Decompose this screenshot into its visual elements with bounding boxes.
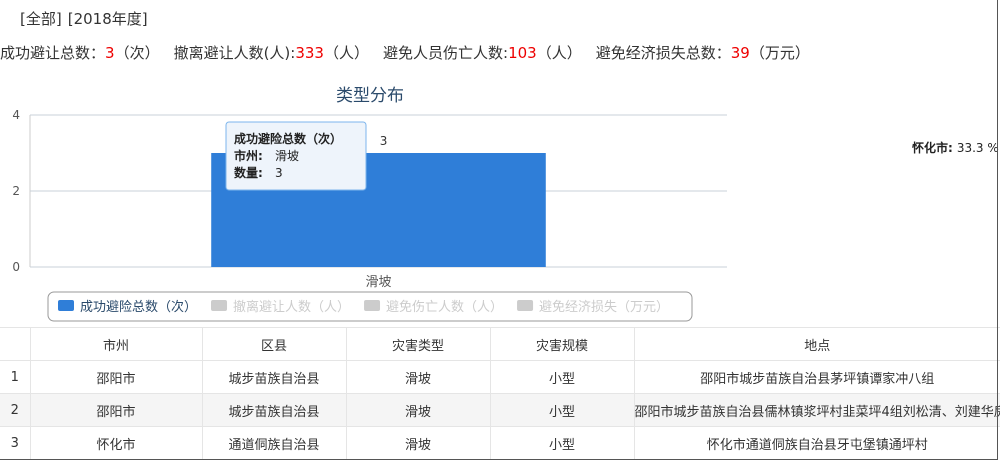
- tooltip: [225, 121, 367, 191]
- pie-label-value: 33.3 %: [957, 141, 999, 155]
- table: 市州 区县 灾害类型 灾害规模 地点 1 邵阳市 城步苗族自治县 滑坡 小型 邵阳市城步苗族自治县茅…: [0, 327, 1000, 459]
- column-header: 市州: [29, 327, 202, 361]
- index-header: [0, 327, 30, 361]
- filter[interactable]: [2018年度]: [67, 10, 148, 28]
- y-tick-label: 0: [12, 260, 20, 274]
- summary-value: 3: [105, 44, 115, 62]
- summary: 成功避让总数：3（次） 撤离避让人数(人):333（人） 避免人员伤亡人数:103（…: [0, 42, 824, 63]
- cell: 小型: [489, 426, 634, 459]
- summary-value: 39: [730, 44, 750, 62]
- cell: 怀化市通道侗族自治县牙屯堡镇通坪村: [633, 426, 1000, 459]
- cell: 滑坡: [345, 426, 490, 459]
- cell: 城步苗族自治县: [201, 360, 346, 394]
- column-header: 地点: [633, 327, 1000, 361]
- summary-label: 避免经济损失总数：: [595, 44, 731, 62]
- row-index: 3: [0, 426, 30, 459]
- summary-unit: （万元）: [749, 44, 810, 62]
- cell: 小型: [489, 360, 634, 394]
- legend-swatch: [58, 300, 74, 311]
- legend-entry[interactable]: 撤离避让人数（人）: [233, 299, 350, 315]
- cell: 滑坡: [345, 393, 490, 427]
- summary-unit: （次）: [114, 44, 160, 62]
- summary-unit: （人）: [323, 44, 369, 62]
- row-index: 2: [0, 393, 30, 427]
- legend-entry[interactable]: 避免伤亡人数（人）: [386, 300, 503, 315]
- summary-label: 撤离避让人数(人):: [173, 44, 296, 62]
- cell: 邵阳市: [29, 360, 202, 394]
- summary-value: 103: [508, 44, 537, 62]
- legend: [47, 291, 693, 322]
- tooltip-key: 数量:: [234, 165, 263, 180]
- x-tick-label: 滑坡: [365, 275, 391, 290]
- legend-entry[interactable]: 成功避险总数（次）: [80, 299, 197, 315]
- y-tick-label: 2: [12, 184, 20, 198]
- summary-label: 成功避让总数：: [0, 44, 106, 62]
- summary-label: 避免人员伤亡人数:: [383, 44, 509, 62]
- cell: 滑坡: [345, 360, 490, 394]
- column-header: 灾害规模: [489, 327, 634, 361]
- pie-label-name: 怀化市:: [912, 140, 953, 155]
- legend-entry[interactable]: 避免经济损失（万元）: [539, 300, 669, 315]
- legend-swatch: [211, 300, 228, 311]
- column-header: 区县: [201, 327, 346, 361]
- tooltip-key: 市州:: [234, 148, 263, 163]
- cell: 小型: [489, 393, 634, 427]
- column-header: 灾害类型: [345, 327, 490, 361]
- cell: 邵阳市城步苗族自治县儒林镇浆坪村韭菜坪4组刘松清、刘建华房: [633, 393, 1000, 427]
- table-row: 3 怀化市 通道侗族自治县 滑坡 小型 怀化市通道侗族自治县牙屯堡镇通坪村: [0, 426, 1000, 459]
- chart-title: 类型分布: [336, 86, 404, 106]
- cell: 邵阳市城步苗族自治县茅坪镇谭家冲八组: [633, 360, 1000, 394]
- cell: 通道侗族自治县: [201, 426, 346, 459]
- cell: 邵阳市: [29, 393, 202, 427]
- tooltip-category: 滑坡: [275, 149, 299, 163]
- summary-unit: （人）: [536, 44, 582, 62]
- data-label: 3: [380, 134, 388, 148]
- table-row: 1 邵阳市 城步苗族自治县 滑坡 小型 邵阳市城步苗族自治县茅坪镇谭家冲八组: [0, 360, 1000, 394]
- pie-label: 怀化市: 33.3 %: [912, 140, 999, 155]
- table-row: 2 邵阳市 城步苗族自治县 滑坡 小型 邵阳市城步苗族自治县儒林镇浆坪村韭菜坪4组刘松清、…: [0, 393, 1000, 427]
- summary-value: 333: [295, 44, 324, 62]
- filters: [全部] [2018年度]: [20, 8, 154, 29]
- tooltip-title: 成功避险总数（次）: [234, 131, 342, 146]
- tooltip-value: 3: [275, 166, 283, 180]
- filter[interactable]: [全部]: [20, 10, 62, 28]
- legend-swatch: [364, 300, 381, 311]
- cell: 怀化市: [29, 426, 202, 459]
- cell: 城步苗族自治县: [201, 393, 346, 427]
- header-row: 市州 区县 灾害类型 灾害规模 地点: [0, 327, 1000, 361]
- row-index: 1: [0, 360, 30, 394]
- legend-swatch: [517, 300, 534, 311]
- y-tick-label: 4: [12, 108, 20, 122]
